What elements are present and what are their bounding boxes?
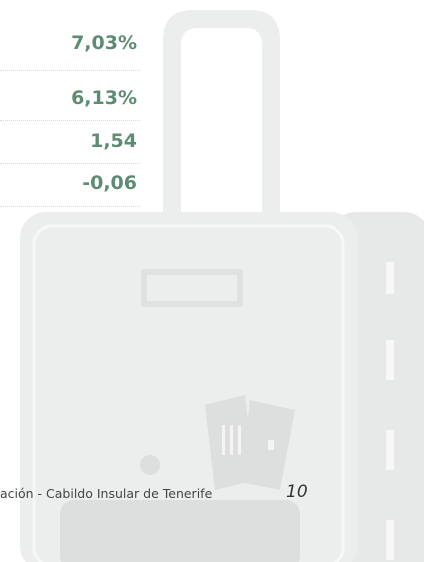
page: 7,03% 6,13% 1,54 -0,06 ación - Cabildo I… (0, 0, 424, 562)
value: -0,06 (82, 172, 137, 194)
value: 7,03% (71, 32, 137, 54)
suitcase-illustration (0, 0, 424, 562)
page-number: 10 (286, 482, 308, 502)
row-rule (0, 163, 140, 164)
value: 6,13% (71, 87, 137, 109)
value: 1,54 (90, 130, 137, 152)
row-rule (0, 120, 140, 121)
footer-text: ación - Cabildo Insular de Tenerife (0, 486, 212, 501)
row-rule (0, 206, 140, 207)
row-rule (0, 70, 140, 71)
